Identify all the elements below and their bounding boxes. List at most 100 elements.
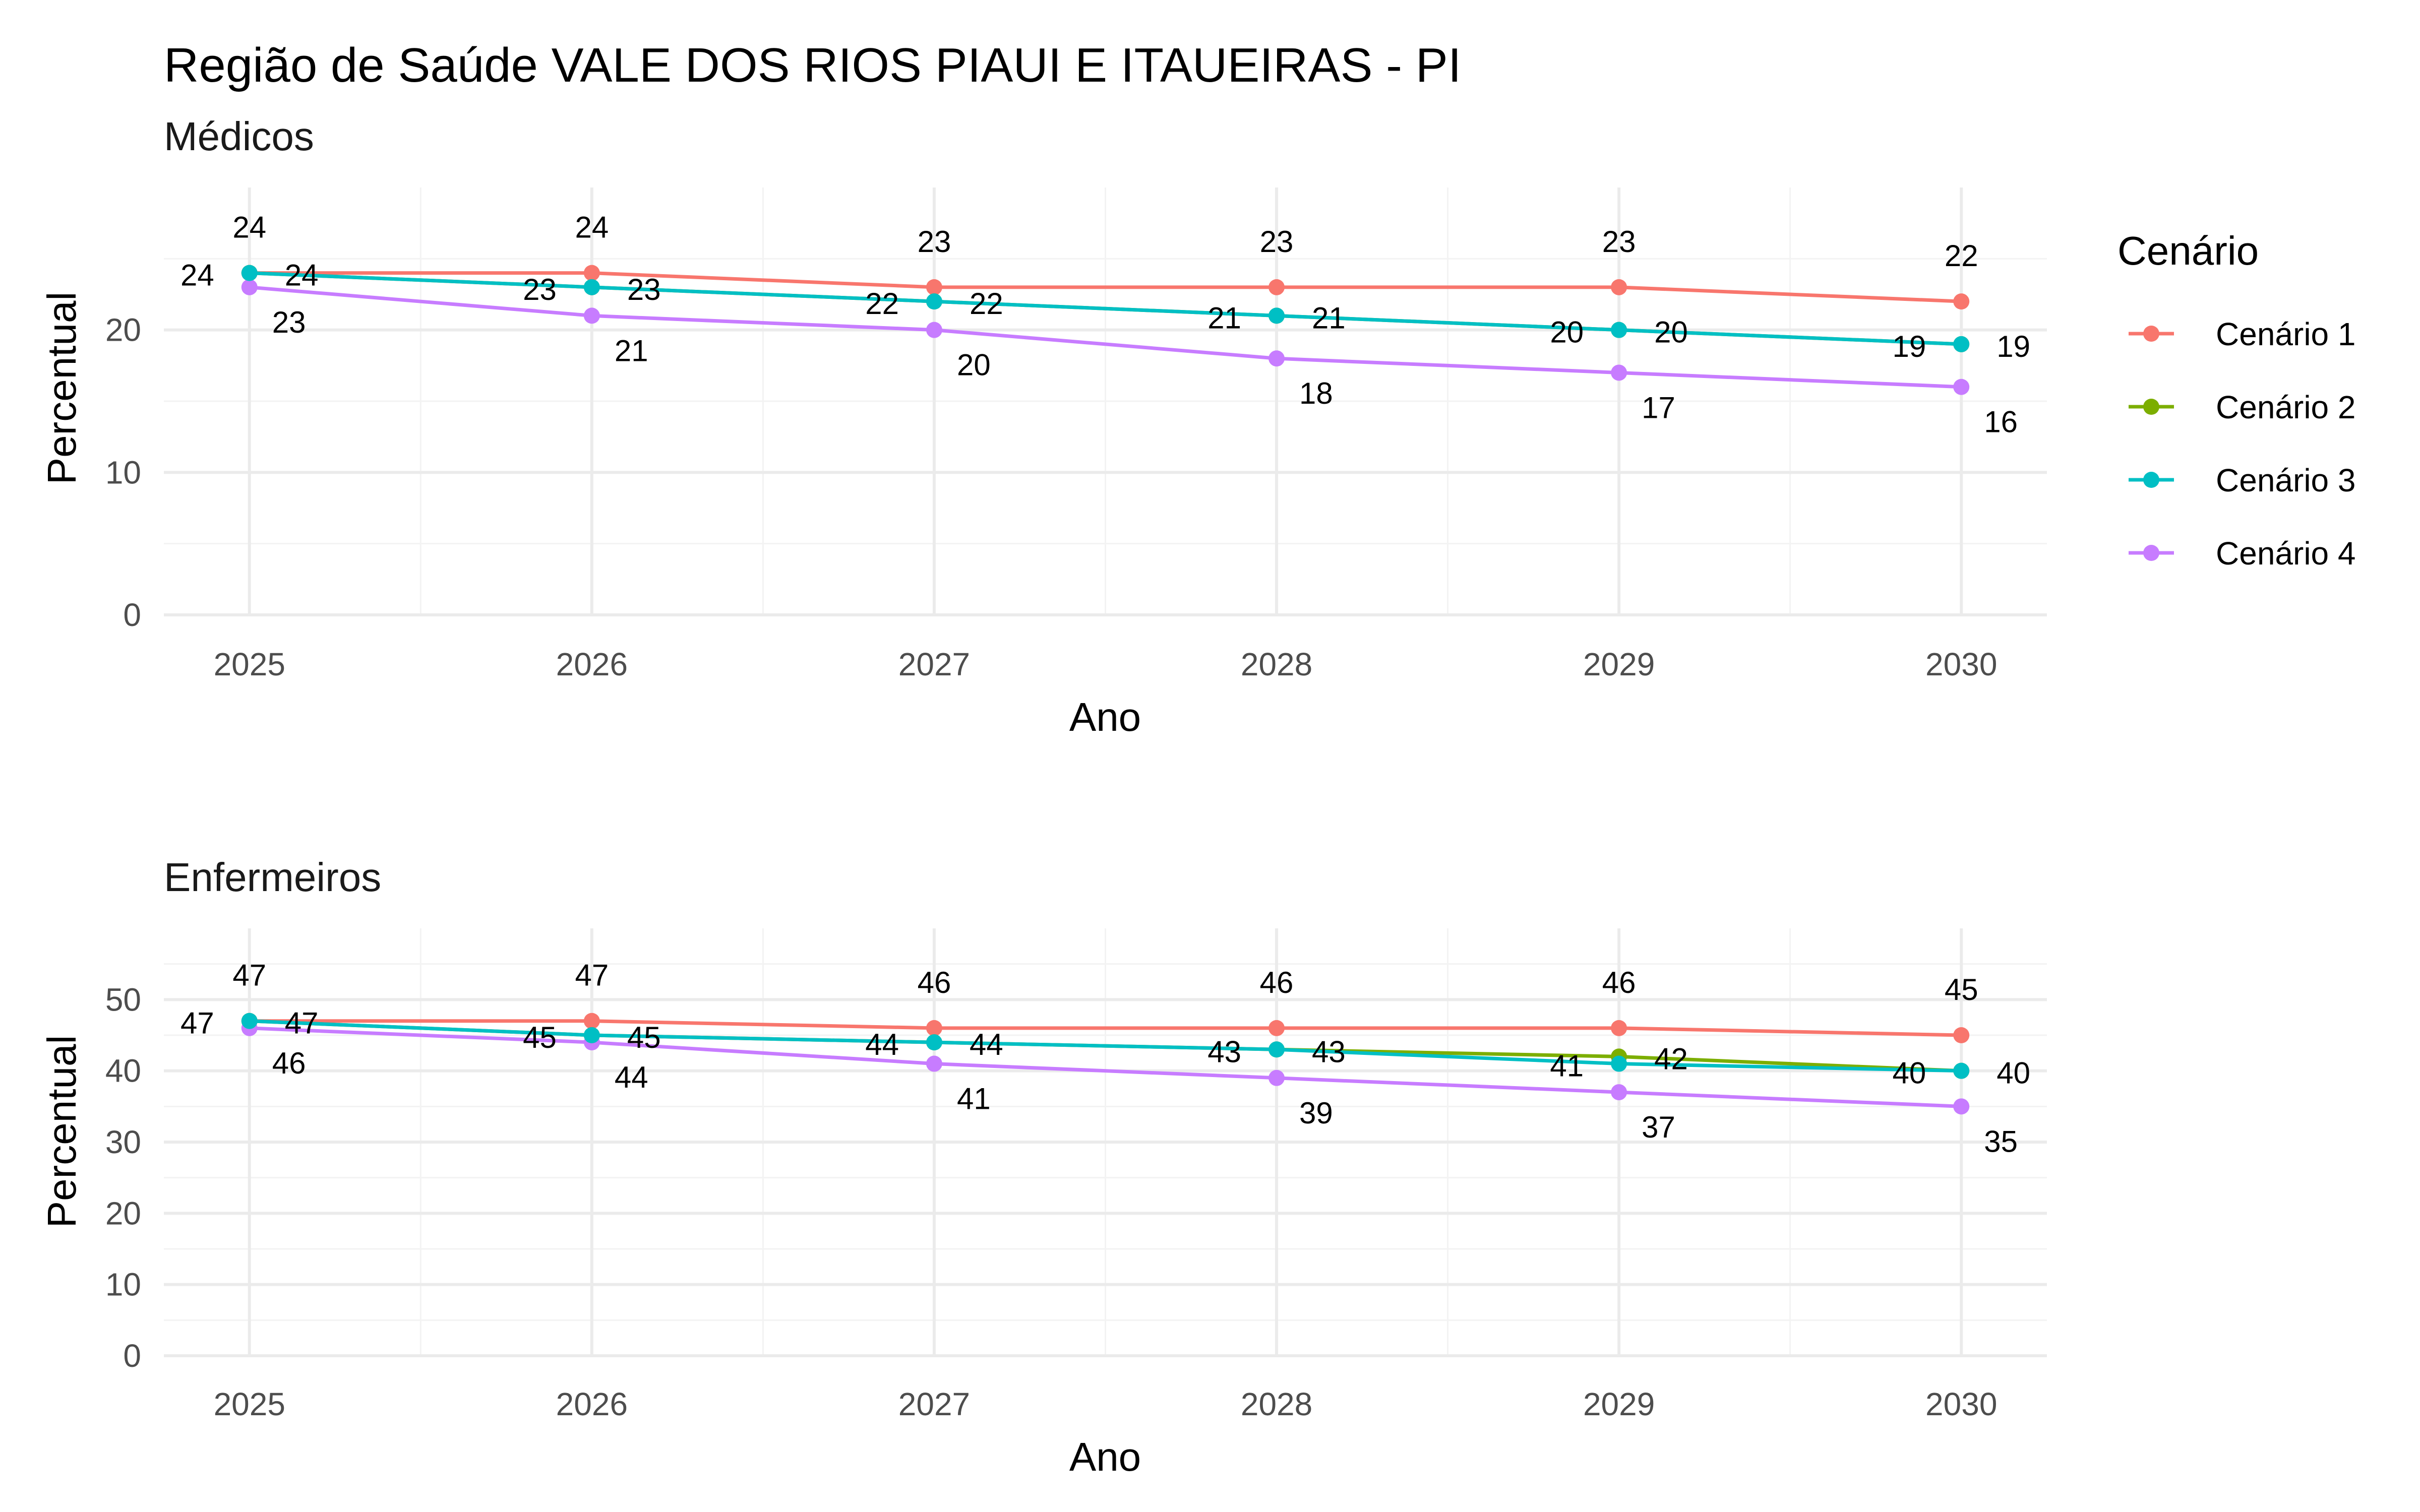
legend-label-cenario-2: Cenário 2 [2216,389,2356,425]
panel-subtitle-medicos: Médicos [164,114,314,159]
data-label: 24 [232,211,266,244]
x-tick-label: 2028 [1241,646,1312,682]
legend-label-cenario-3: Cenário 3 [2216,462,2356,498]
x-tick-label: 2029 [1583,1386,1655,1422]
data-labels-medicos: 24 24 23 23 23 22 24 23 22 21 20 19 24 23 22 21 20 19 23 21… [180,211,2030,439]
legend-label-cenario-4: Cenário 4 [2216,535,2356,572]
data-point [241,1013,258,1029]
data-point [1611,1084,1627,1101]
data-point [926,322,942,338]
data-label: 47 [285,1006,319,1040]
data-label: 20 [1654,316,1688,349]
data-label: 24 [180,259,214,292]
data-point [241,279,258,295]
data-label: 46 [1260,966,1294,999]
data-point [1268,1069,1285,1086]
data-label: 37 [1642,1110,1675,1144]
data-point [241,265,258,281]
data-point [926,1055,942,1072]
data-label: 47 [232,959,266,992]
data-label: 22 [865,287,899,321]
legend: Cenário Cenário 1 Cenário 2 Cenário 3 Ce… [2118,228,2356,572]
x-tick-label: 2030 [1925,1386,1997,1422]
legend-key-point [2143,326,2159,342]
x-tick-label: 2029 [1583,646,1655,682]
data-label: 17 [1642,391,1675,424]
data-label: 20 [1550,316,1584,349]
data-label: 41 [1550,1049,1584,1083]
data-point [1953,1098,1970,1115]
legend-key-point [2143,545,2159,561]
x-tick-label: 2028 [1241,1386,1312,1422]
y-tick-label: 30 [105,1124,141,1160]
legend-item-cenario-3: Cenário 3 [2129,462,2356,498]
y-tick-label: 20 [105,1195,141,1231]
x-tick-label: 2027 [898,1386,970,1422]
panel-subtitle-enfermeiros: Enfermeiros [164,855,381,900]
x-tick-label: 2030 [1925,646,1997,682]
legend-item-cenario-4: Cenário 4 [2129,535,2356,572]
series-cenario-1-medicos [241,265,1970,310]
data-point [1268,307,1285,324]
series-line [249,1026,1962,1108]
y-axis-title-medicos: Percentual [39,292,84,484]
y-tick-label: 50 [105,981,141,1018]
data-label: 23 [1260,225,1294,259]
data-point [1268,1020,1285,1036]
data-label: 39 [1299,1096,1333,1130]
data-point [926,279,942,295]
y-tick-label: 0 [123,597,141,633]
data-label: 23 [523,273,557,306]
data-label: 22 [970,287,1003,321]
series-line [249,1019,1962,1073]
data-label: 23 [918,225,951,259]
y-tick-label: 10 [105,454,141,490]
data-label: 24 [575,211,609,244]
data-label: 47 [575,959,609,992]
legend-label-cenario-1: Cenário 1 [2216,316,2356,352]
data-label: 19 [1892,330,1926,363]
grid-medicos [164,187,2047,616]
y-tick-label: 0 [123,1338,141,1374]
series-cenario-3-enfermeiros [241,1013,1970,1079]
series-cenario-4-enfermeiros [241,1020,1970,1115]
data-point [1611,364,1627,381]
data-point [583,265,600,281]
data-label: 46 [1602,966,1636,999]
data-label: 45 [627,1021,661,1054]
data-label: 46 [272,1046,306,1080]
data-label: 21 [1207,301,1241,335]
data-point [1611,322,1627,338]
data-point [583,1027,600,1043]
legend-item-cenario-1: Cenário 1 [2129,316,2356,352]
data-label: 23 [272,305,306,339]
data-label: 46 [918,966,951,999]
data-labels-enfermeiros: 47 47 46 46 46 45 47 45 44 43 42 40 47 45 44 43 41 40 46 44… [180,959,2030,1159]
data-point [1611,279,1627,295]
data-point [1611,1055,1627,1072]
data-point [926,1034,942,1051]
panel-medicos: Médicos Ano Percentual 0 10 20 2025 2026 2027… [39,114,2047,739]
data-point [583,279,600,295]
y-tick-label: 10 [105,1267,141,1303]
data-label: 35 [1984,1124,2018,1158]
data-point [1953,336,1970,352]
data-label: 21 [615,334,648,367]
data-label: 40 [1996,1056,2030,1090]
legend-key-point [2143,399,2159,415]
data-point [1611,1020,1627,1036]
y-tick-label: 40 [105,1053,141,1089]
data-label: 19 [1996,330,2030,363]
series-cenario-3-medicos [241,265,1970,352]
x-tick-label: 2027 [898,646,970,682]
data-label: 47 [180,1006,214,1040]
data-point [1268,1041,1285,1058]
data-point [926,1020,942,1036]
y-tick-label: 20 [105,312,141,348]
data-label: 24 [285,259,319,292]
y-axis-title-enfermeiros: Percentual [39,1035,84,1228]
legend-key-point [2143,472,2159,488]
data-point [1953,1027,1970,1043]
data-point [1268,350,1285,367]
